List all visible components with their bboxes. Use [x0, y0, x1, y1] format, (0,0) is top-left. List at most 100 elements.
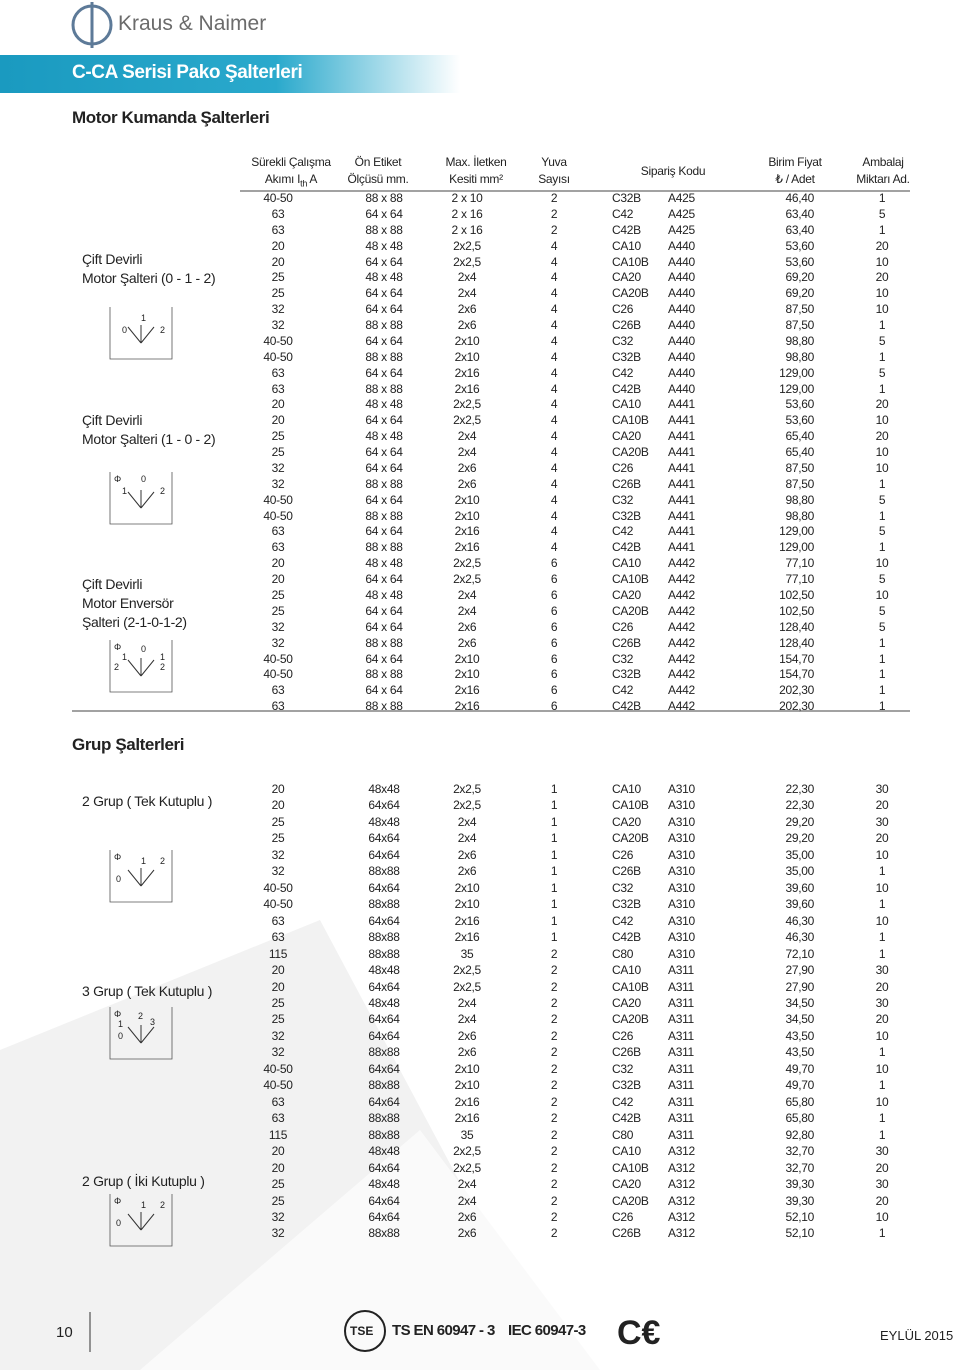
table-cell: A440	[668, 349, 695, 364]
diagram-label: 0	[122, 325, 128, 335]
table-cell: 25	[271, 445, 285, 460]
table-cell: 65,80	[785, 1111, 814, 1126]
table-cell: 1	[878, 1111, 886, 1126]
table-cell: 20	[271, 782, 285, 796]
table-cell: A310	[668, 913, 695, 928]
header-cell: Sürekli Çalışma	[251, 155, 331, 169]
table-cell: A442	[668, 588, 695, 602]
table-cell: 64x64	[368, 1209, 400, 1224]
table-cell: C32	[612, 333, 634, 348]
table-cell: 40-50	[263, 667, 293, 682]
table-cell: 4	[550, 365, 558, 380]
table-cell: 2x6	[457, 460, 477, 475]
table-cell: CA10	[612, 556, 641, 571]
table-cell: 53,60	[785, 397, 814, 412]
header-text: th	[300, 178, 308, 189]
header-cell: Birim Fiyat	[768, 155, 822, 169]
table-cell: 6	[550, 699, 558, 714]
table-cell: 40-50	[263, 651, 293, 666]
table-cell: A442	[668, 667, 695, 682]
table-cell: 88 x 88	[365, 635, 403, 650]
table-cell: C26	[612, 847, 634, 862]
table-cell: 30	[875, 814, 889, 829]
table-cell: 4	[550, 492, 558, 507]
table-cell: A441	[668, 413, 695, 428]
table-cell: 5	[878, 619, 886, 634]
diagram-label: 2	[160, 662, 166, 672]
table-cell: 25	[271, 270, 285, 285]
diagram-label: 2	[160, 856, 166, 866]
table-cell: 48 x 48	[365, 588, 403, 602]
table-cell: 30	[875, 1177, 889, 1192]
table-cell: 129,00	[779, 365, 814, 380]
table-cell: 1	[878, 222, 886, 237]
table-cell: 1	[550, 930, 558, 945]
table-cell: 39,60	[785, 880, 814, 895]
table-cell: CA20B	[612, 286, 649, 301]
table-cell: A442	[668, 635, 695, 650]
group-label: Çift Devirli	[82, 412, 143, 428]
table-cell: 2x2,5	[453, 798, 481, 813]
table-cell: 2x6	[457, 1226, 477, 1241]
table-cell: 20	[875, 1193, 889, 1208]
table-cell: CA20B	[612, 445, 649, 460]
table-cell: 64x64	[368, 1061, 400, 1076]
table-cell: 2x10	[454, 880, 480, 895]
table-cell: A442	[668, 572, 695, 587]
table-cell: 2x10	[454, 1061, 480, 1076]
table-cell: CA20	[612, 1177, 641, 1192]
table-cell: 2x16	[454, 540, 480, 555]
table-cell: CA20B	[612, 1012, 649, 1027]
table-cell: 202,30	[779, 683, 814, 698]
table-cell: 29,20	[785, 814, 814, 829]
table-cell: 1	[550, 782, 558, 796]
table-cell: A310	[668, 880, 695, 895]
table-cell: 1	[550, 847, 558, 862]
diagram-label: 0	[141, 644, 147, 654]
table-cell: 87,50	[785, 460, 814, 475]
table-cell: 32	[271, 847, 285, 862]
table-cell: 4	[550, 476, 558, 491]
table-cell: 64 x 64	[365, 365, 403, 380]
table-cell: C26B	[612, 318, 641, 333]
table-cell: 64x64	[368, 1193, 400, 1208]
table-cell: 64x64	[368, 1028, 400, 1043]
table-cell: 154,70	[779, 651, 814, 666]
table-cell: 20	[271, 1144, 285, 1159]
table-cell: A310	[668, 897, 695, 912]
table-cell: 1	[878, 349, 886, 364]
table-cell: CA10	[612, 782, 641, 796]
table-cell: 65,80	[785, 1094, 814, 1109]
table-cell: 2x16	[454, 365, 480, 380]
table-cell: 64 x 64	[365, 651, 403, 666]
table-cell: 88x88	[368, 1078, 400, 1093]
table-cell: 2x6	[457, 847, 477, 862]
table-cell: 64x64	[368, 847, 400, 862]
table-cell: 2x6	[457, 635, 477, 650]
table-cell: 22,30	[785, 798, 814, 813]
table-cell: 1	[878, 651, 886, 666]
table-cell: 115	[268, 946, 288, 961]
header-cell: Yuva	[541, 155, 567, 169]
group-label: Motor Enversör	[82, 595, 174, 611]
diagram-label: 0	[118, 1031, 124, 1041]
table-cell: 63	[271, 913, 285, 928]
standard: TS EN 60947 - 3	[392, 1322, 495, 1339]
table-cell: 1	[550, 864, 558, 879]
table-cell: 32	[271, 619, 285, 634]
header-text: Miktarı Ad.	[856, 172, 910, 186]
table-cell: 2	[550, 995, 558, 1010]
table-cell: 202,30	[779, 699, 814, 714]
banner-title: C-CA Serisi Pako Şalterleri	[72, 62, 303, 83]
diagram-label: Φ	[114, 852, 122, 862]
table-cell: 5	[878, 603, 886, 618]
table-cell: A310	[668, 946, 695, 961]
table-cell: A442	[668, 556, 695, 571]
diagram-label: 1	[122, 652, 128, 662]
table-cell: 32	[271, 476, 285, 491]
switch-diagram	[109, 640, 173, 693]
table-cell: 2x4	[457, 270, 477, 285]
table-cell: 2x10	[454, 349, 480, 364]
table-cell: A441	[668, 492, 695, 507]
table-cell: 1	[878, 540, 886, 555]
